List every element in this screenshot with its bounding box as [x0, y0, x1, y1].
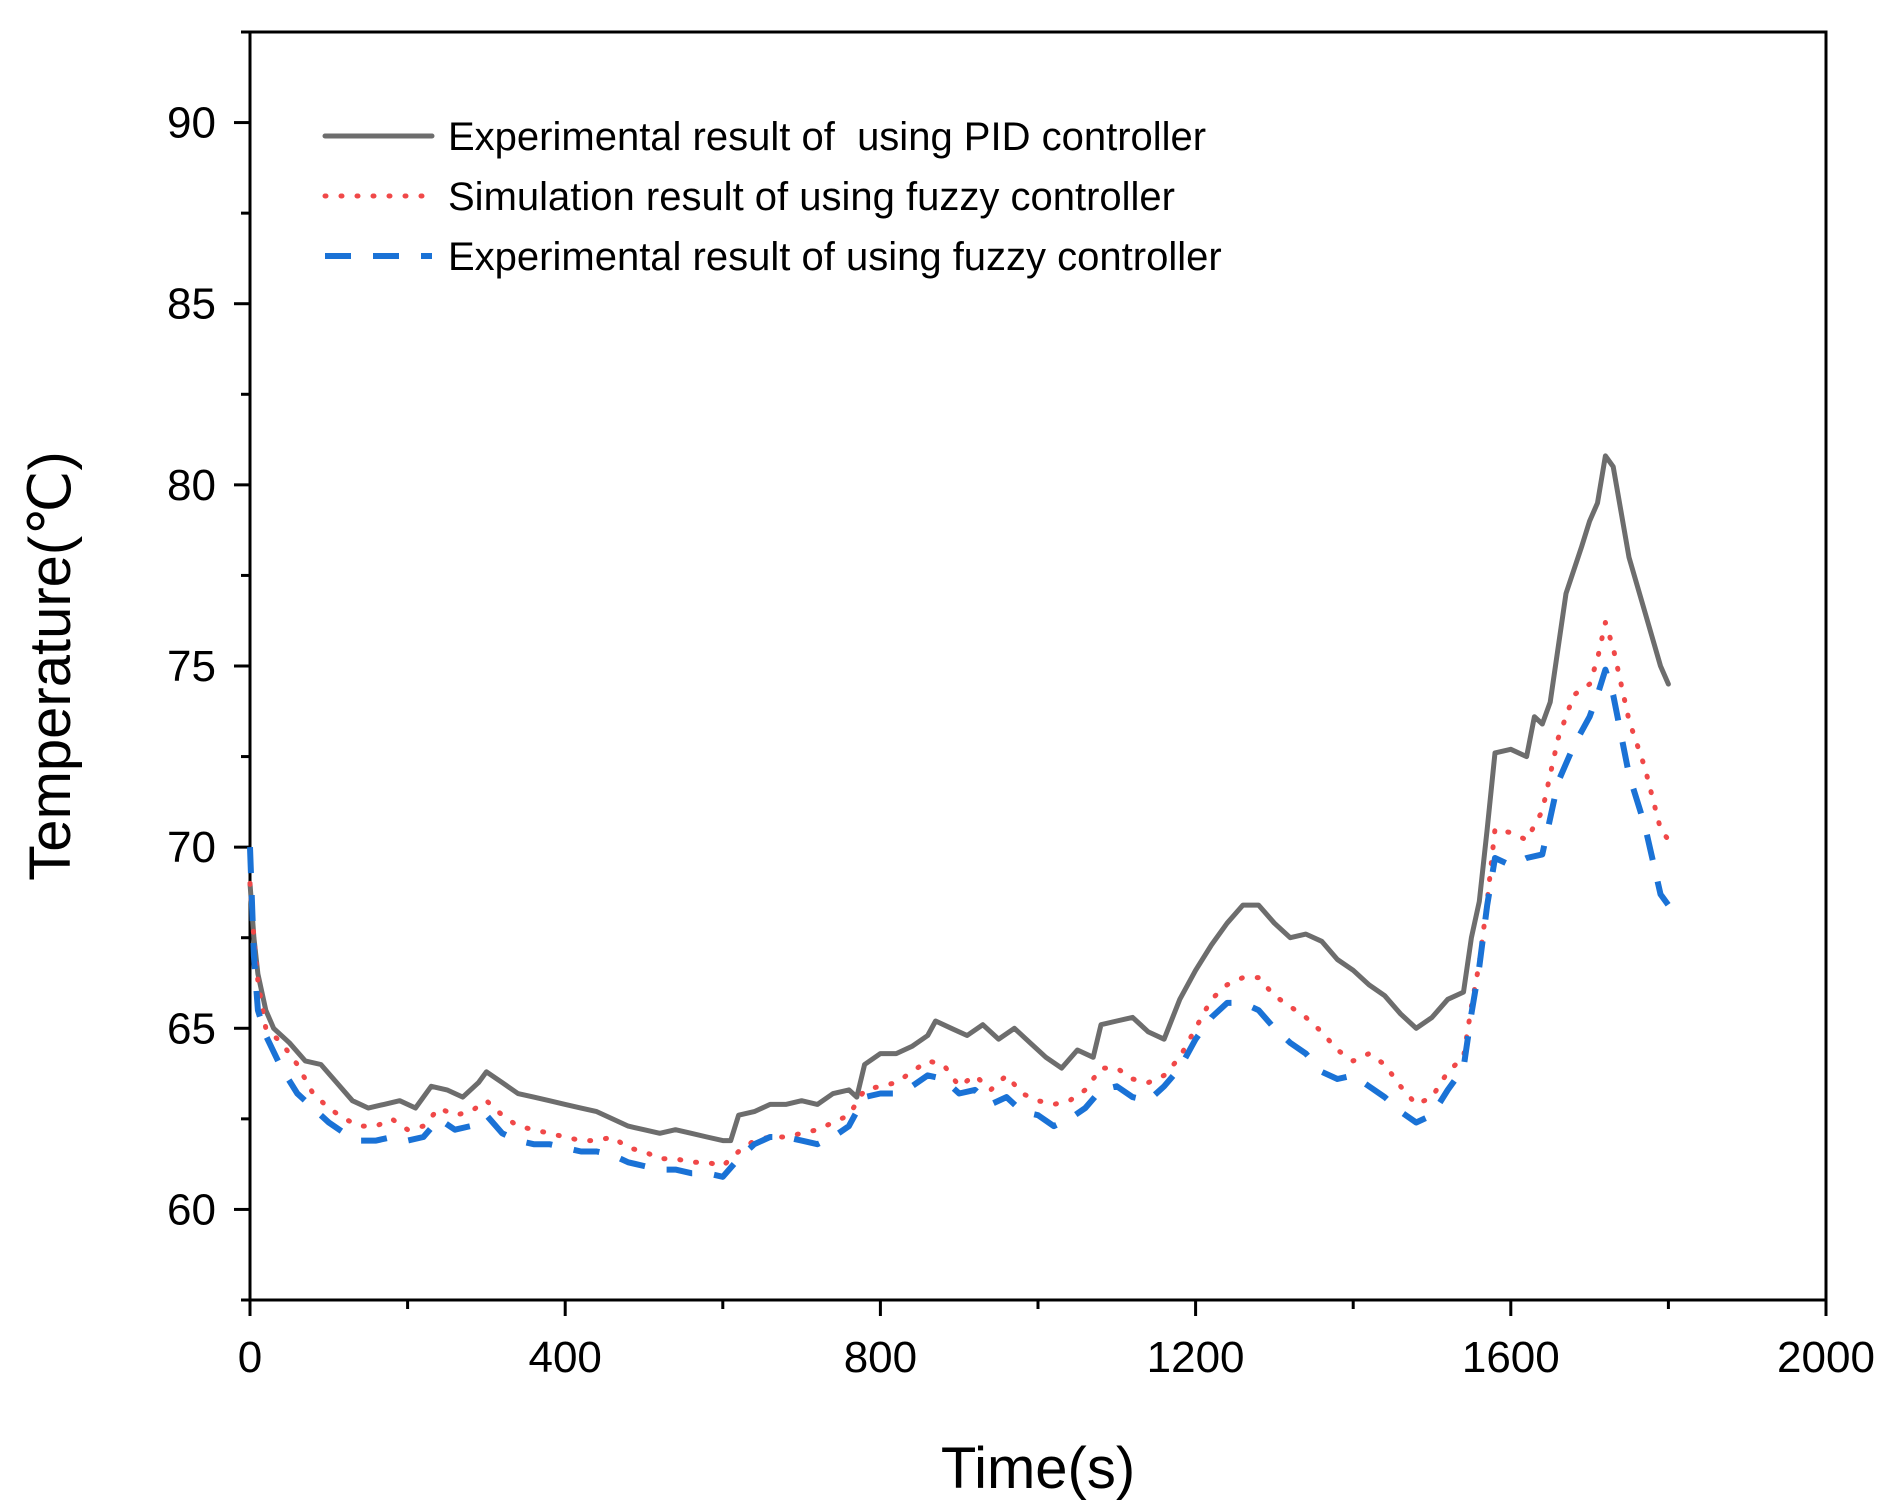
- y-axis-title: Temperature(℃): [18, 451, 83, 880]
- y-tick-label: 80: [167, 461, 216, 510]
- legend-label-1: Experimental result of using PID control…: [448, 115, 1206, 159]
- x-axis-title: Time(s): [941, 1436, 1135, 1501]
- series-line-3: [247, 666, 1671, 1180]
- series-layer: [247, 453, 1671, 1180]
- x-tick-label: 800: [844, 1333, 917, 1382]
- x-tick-label: 400: [528, 1333, 601, 1382]
- y-tick-label: 90: [167, 99, 216, 148]
- y-tick-label: 60: [167, 1185, 216, 1234]
- x-tick-label: 2000: [1777, 1333, 1875, 1382]
- series-line-1: [247, 453, 1671, 1144]
- legend-label-3: Experimental result of using fuzzy contr…: [448, 235, 1222, 279]
- x-tick-label: 1600: [1462, 1333, 1560, 1382]
- plot-frame: [248, 30, 1828, 1302]
- series-line-2: [247, 620, 1671, 1169]
- x-tick-label: 1200: [1147, 1333, 1245, 1382]
- y-tick-label: 65: [167, 1004, 216, 1053]
- y-tick-label: 85: [167, 280, 216, 329]
- x-axis: 0 400 800 1200 1600 2000: [238, 1300, 1875, 1382]
- y-tick-label: 70: [167, 823, 216, 872]
- y-tick-label: 75: [167, 642, 216, 691]
- y-axis: 60 65 70 75 80 85 90: [167, 30, 250, 1302]
- legend: Experimental result of using PID control…: [322, 115, 1222, 279]
- legend-label-2: Simulation result of using fuzzy control…: [448, 175, 1175, 219]
- x-tick-label: 0: [238, 1333, 262, 1382]
